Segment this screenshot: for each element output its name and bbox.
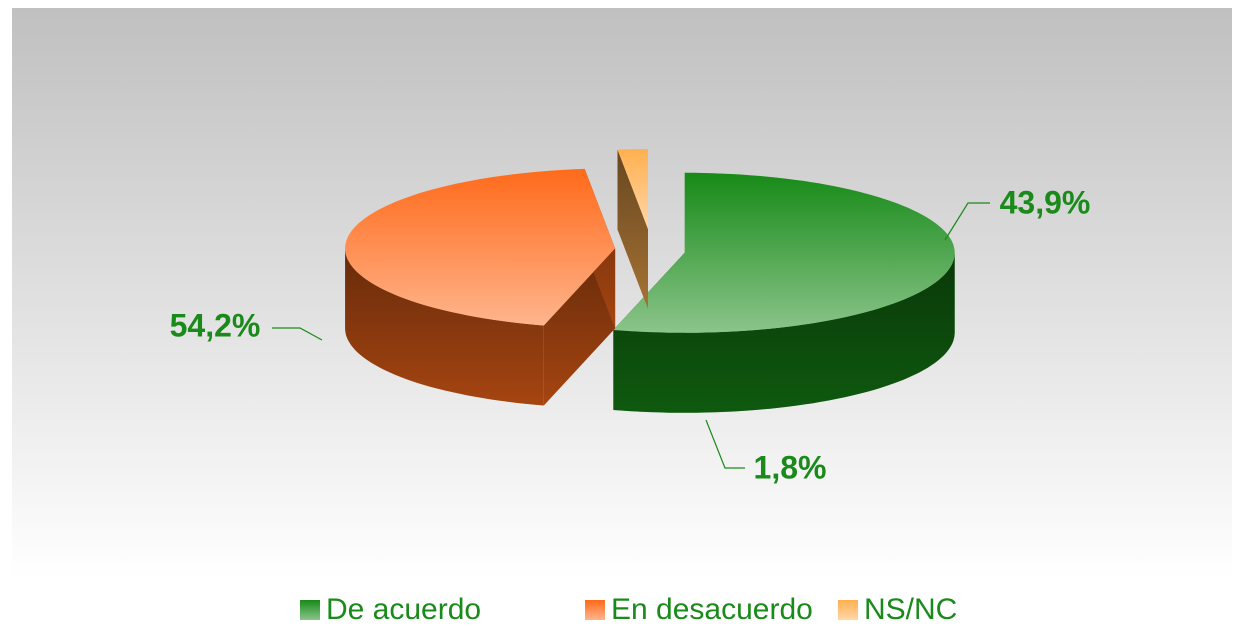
slice-side-shade bbox=[617, 149, 648, 309]
leader-line bbox=[944, 202, 990, 241]
slice-wall-shade bbox=[613, 252, 955, 413]
slice-top-shine bbox=[617, 149, 648, 229]
legend-item: De acuerdo bbox=[300, 593, 481, 626]
slice-wall-shade bbox=[345, 248, 544, 406]
slice-top-shine bbox=[345, 168, 616, 326]
data-label: 54,2% bbox=[170, 307, 261, 343]
pie-slice bbox=[345, 168, 616, 406]
legend-item: NS/NC bbox=[838, 593, 957, 626]
data-label: 43,9% bbox=[1000, 184, 1091, 220]
plot-background bbox=[12, 8, 1232, 580]
legend-swatch-shine bbox=[585, 600, 605, 620]
leader-line bbox=[272, 327, 323, 341]
legend-label: En desacuerdo bbox=[611, 593, 813, 626]
data-label: 1,8% bbox=[754, 449, 827, 485]
legend-label: NS/NC bbox=[864, 593, 957, 626]
legend-item: En desacuerdo bbox=[585, 593, 813, 626]
pie-slice bbox=[617, 149, 648, 309]
leader-line bbox=[705, 419, 745, 469]
slice-side-shade bbox=[543, 248, 616, 406]
slice-top-shine bbox=[613, 172, 955, 333]
legend-label: De acuerdo bbox=[326, 593, 481, 626]
legend-swatch-shine bbox=[838, 600, 858, 620]
pie-slice bbox=[613, 172, 955, 413]
legend-swatch-shine bbox=[300, 600, 320, 620]
